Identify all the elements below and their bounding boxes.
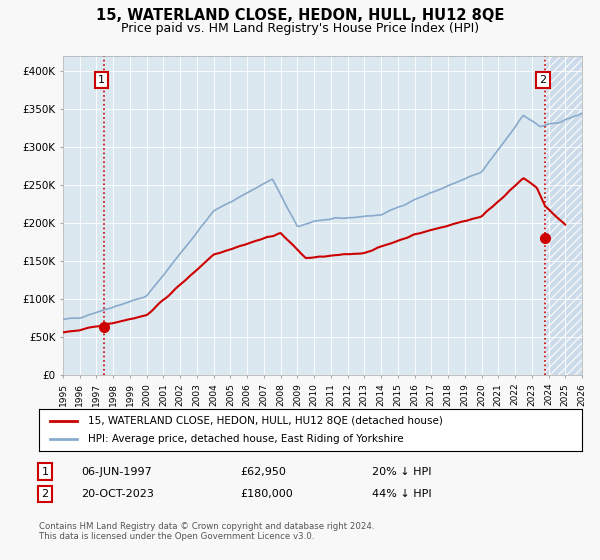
Text: Contains HM Land Registry data © Crown copyright and database right 2024.
This d: Contains HM Land Registry data © Crown c… (39, 522, 374, 542)
Text: 15, WATERLAND CLOSE, HEDON, HULL, HU12 8QE (detached house): 15, WATERLAND CLOSE, HEDON, HULL, HU12 8… (88, 416, 443, 426)
Text: 20% ↓ HPI: 20% ↓ HPI (372, 466, 431, 477)
Text: £180,000: £180,000 (240, 489, 293, 499)
Text: 2: 2 (539, 75, 546, 85)
Bar (545, 56, 582, 375)
Text: £62,950: £62,950 (240, 466, 286, 477)
Text: 20-OCT-2023: 20-OCT-2023 (81, 489, 154, 499)
Text: 06-JUN-1997: 06-JUN-1997 (81, 466, 152, 477)
Text: 1: 1 (98, 75, 105, 85)
Text: Price paid vs. HM Land Registry's House Price Index (HPI): Price paid vs. HM Land Registry's House … (121, 22, 479, 35)
Text: 15, WATERLAND CLOSE, HEDON, HULL, HU12 8QE: 15, WATERLAND CLOSE, HEDON, HULL, HU12 8… (96, 8, 504, 24)
Text: 1: 1 (41, 466, 49, 477)
Text: 44% ↓ HPI: 44% ↓ HPI (372, 489, 431, 499)
Text: HPI: Average price, detached house, East Riding of Yorkshire: HPI: Average price, detached house, East… (88, 434, 403, 444)
Text: 2: 2 (41, 489, 49, 499)
